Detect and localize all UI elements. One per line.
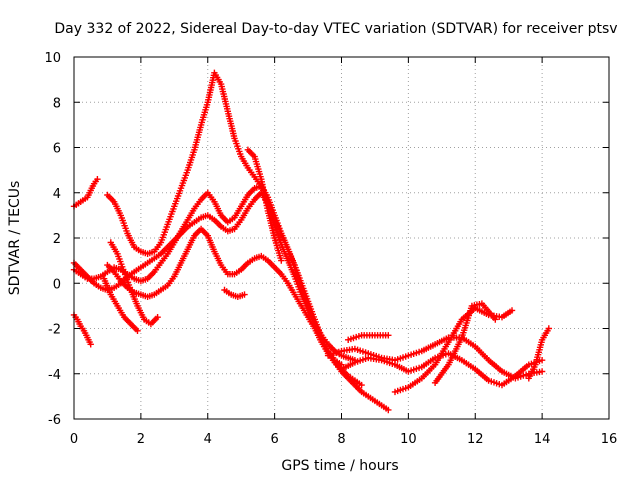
series-plus-markers	[100, 275, 141, 334]
x-tick-label: 6	[270, 432, 278, 447]
y-tick-label: -2	[48, 323, 61, 338]
series-arc-8	[100, 275, 141, 334]
x-tick-label: 10	[400, 432, 417, 447]
x-tick-label: 14	[534, 432, 551, 447]
y-tick-label: 4	[53, 187, 61, 202]
axis-ticks: 0 2 4 6 8 10 12 14 16 -6 -4 -2 0 2 4 6 8 10	[44, 51, 617, 447]
series-plus-markers	[107, 239, 161, 328]
series-plus-markers	[70, 189, 359, 364]
series-arc-10	[244, 146, 285, 264]
y-tick-label: 2	[53, 232, 61, 247]
series-plus-markers	[70, 182, 345, 368]
x-tick-label: 2	[137, 432, 145, 447]
series-plus-markers	[104, 69, 392, 414]
x-tick-label: 12	[467, 432, 484, 447]
chart-title: Day 332 of 2022, Sidereal Day-to-day VTE…	[54, 21, 617, 37]
series-arc-14	[391, 304, 516, 396]
series-arc-9	[221, 286, 248, 300]
series-arc-5	[104, 69, 392, 414]
x-tick-label: 16	[601, 432, 618, 447]
series-plus-markers	[431, 300, 499, 386]
series-plus-markers	[345, 332, 392, 343]
series-arc-16	[525, 325, 552, 382]
series-arc-15	[431, 300, 499, 386]
series-plus-markers	[221, 286, 248, 300]
series-plus-markers	[244, 146, 285, 264]
y-tick-label: 10	[44, 51, 61, 66]
series-plus-markers	[391, 304, 516, 396]
y-tick-label: -6	[48, 413, 61, 428]
series-arc-13	[345, 332, 392, 343]
y-tick-label: 8	[53, 96, 61, 111]
x-axis-label: GPS time / hours	[281, 458, 398, 474]
y-tick-label: -4	[48, 368, 61, 383]
plot-area	[70, 69, 552, 414]
y-tick-label: 0	[53, 277, 61, 292]
series-arc-4	[70, 182, 345, 368]
y-tick-label: 6	[53, 142, 61, 157]
series-plus-markers	[525, 325, 552, 382]
x-tick-label: 0	[70, 432, 78, 447]
series-arc-7	[107, 239, 161, 328]
series-plus-markers	[338, 350, 546, 389]
y-axis-label: SDTVAR / TECUs	[7, 181, 23, 296]
x-tick-label: 4	[204, 432, 212, 447]
series-arc-3	[70, 189, 359, 364]
x-tick-label: 8	[337, 432, 345, 447]
